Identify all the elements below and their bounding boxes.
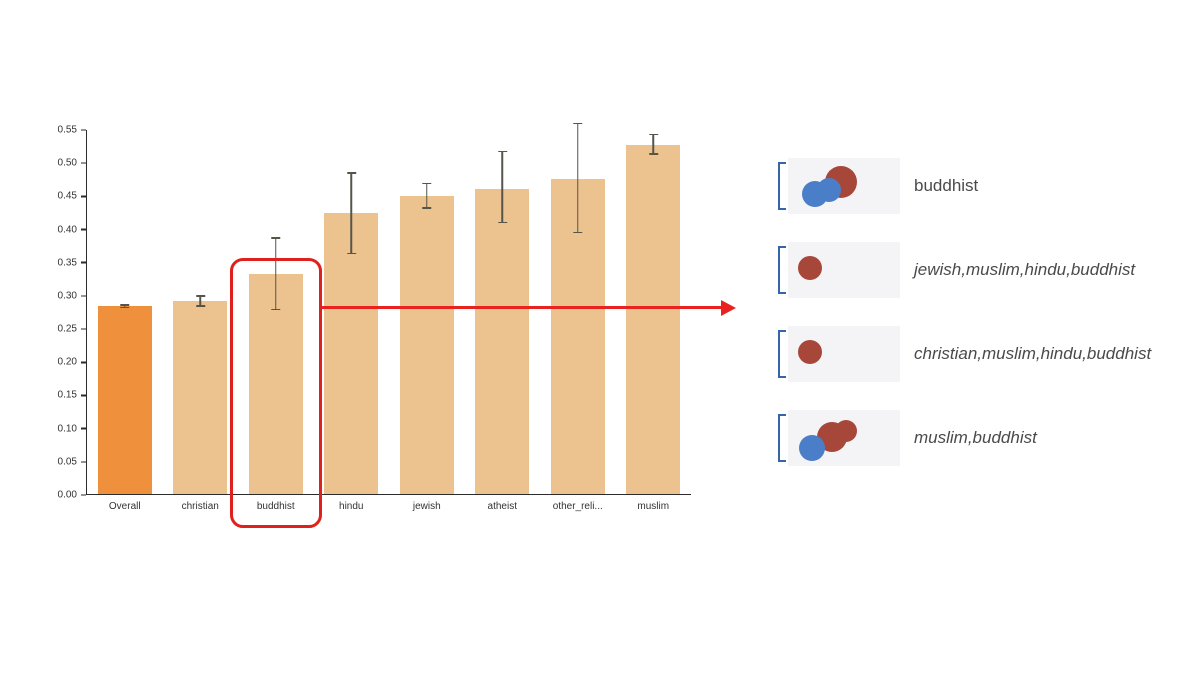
y-tick-mark xyxy=(81,261,86,264)
bracket-icon xyxy=(778,246,786,294)
y-tick-label: 0.10 xyxy=(57,423,77,435)
red-cluster-dot xyxy=(835,420,857,442)
x-tick-label-buddhist: buddhist xyxy=(256,501,295,512)
y-tick-label: 0.05 xyxy=(57,456,77,468)
cluster-thumbnail[interactable] xyxy=(788,326,900,382)
error-bar-buddhist xyxy=(272,237,279,311)
bar-jewish[interactable] xyxy=(399,196,454,494)
y-tick: 0.50 xyxy=(58,158,86,169)
cluster-row-2: christian,muslim,hindu,buddhist xyxy=(778,326,1151,382)
y-tick: 0.25 xyxy=(58,324,86,335)
error-bar-christian xyxy=(196,295,204,307)
x-tick-label-other-reli: other_reli... xyxy=(552,501,603,512)
cluster-label: jewish,muslim,hindu,buddhist xyxy=(914,260,1136,279)
bar-column-buddhist: buddhist xyxy=(230,130,322,528)
y-tick-mark xyxy=(81,494,86,496)
cluster-row-3: muslim,buddhist xyxy=(778,410,1151,466)
y-tick-mark xyxy=(81,394,86,397)
bar-column-christian: christian xyxy=(163,130,239,512)
y-tick-label: 0.40 xyxy=(57,224,77,236)
bar-overall[interactable] xyxy=(97,306,152,494)
x-tick-label-hindu: hindu xyxy=(339,501,364,512)
error-bar-muslim xyxy=(649,133,657,155)
bracket-icon xyxy=(778,414,786,462)
x-tick-label-jewish: jewish xyxy=(412,501,441,512)
bracket-icon xyxy=(778,162,786,210)
y-tick: 0.20 xyxy=(58,357,86,368)
x-tick-label-overall: Overall xyxy=(108,501,141,512)
cluster-label: muslim,buddhist xyxy=(914,428,1037,447)
bar-column-hindu: hindu xyxy=(314,130,390,512)
y-tick-label: 0.55 xyxy=(57,124,77,136)
y-tick-mark xyxy=(81,228,86,231)
y-tick: 0.10 xyxy=(58,423,86,434)
cluster-row-0: buddhist xyxy=(778,158,1151,214)
red-cluster-dot xyxy=(798,340,822,364)
y-tick-mark xyxy=(81,129,86,131)
cluster-panel: buddhist jewish,muslim,hindu,buddhist chri… xyxy=(778,158,1151,466)
highlight-arrow xyxy=(322,299,736,316)
y-tick-label: 0.35 xyxy=(57,257,77,269)
y-tick-mark xyxy=(81,195,86,198)
bracket-icon xyxy=(778,330,786,378)
bar-column-atheist: atheist xyxy=(465,130,541,512)
y-tick-mark xyxy=(81,461,86,463)
cluster-thumbnail[interactable] xyxy=(788,242,900,298)
y-tick-label: 0.00 xyxy=(57,489,77,501)
y-tick-label: 0.20 xyxy=(57,356,77,368)
error-bar-other-reli xyxy=(574,122,581,234)
y-tick-label: 0.30 xyxy=(57,290,77,302)
y-tick-label: 0.25 xyxy=(57,323,77,335)
y-tick: 0.40 xyxy=(58,224,86,235)
y-tick: 0.15 xyxy=(58,390,86,401)
red-cluster-dot xyxy=(798,256,822,280)
y-tick-mark xyxy=(81,427,86,430)
x-tick-label-atheist: atheist xyxy=(487,501,517,512)
x-tick-label-muslim: muslim xyxy=(637,501,670,512)
cluster-thumbnail[interactable] xyxy=(788,158,900,214)
y-tick-mark xyxy=(81,162,86,164)
y-tick-mark xyxy=(81,328,86,330)
y-tick: 0.55 xyxy=(58,125,86,136)
y-tick-mark xyxy=(81,361,86,364)
highlight-outline xyxy=(230,257,322,528)
bar-hindu[interactable] xyxy=(324,213,379,494)
y-axis-ticks: 0.00 0.05 0.10 0.15 0.20 0.25 0.30 0.35 0.40 0.45… xyxy=(38,125,86,501)
y-tick: 0.35 xyxy=(58,257,86,268)
cluster-label: christian,muslim,hindu,buddhist xyxy=(914,344,1152,363)
y-tick: 0.05 xyxy=(58,456,86,467)
y-tick: 0.00 xyxy=(58,490,86,501)
bar-buddhist[interactable] xyxy=(248,273,303,494)
bar-column-jewish: jewish xyxy=(389,130,465,512)
y-tick-mark xyxy=(81,295,86,297)
y-tick-label: 0.50 xyxy=(57,157,77,169)
error-bar-overall xyxy=(121,304,128,309)
x-tick-label-christian: christian xyxy=(181,501,219,512)
blue-cluster-dot xyxy=(817,178,841,202)
error-bar-atheist xyxy=(498,150,506,224)
bar-column-overall: Overall xyxy=(87,130,163,512)
plot-area: Overall christian buddhist hindu jewish athei… xyxy=(86,122,692,528)
bar-muslim[interactable] xyxy=(626,145,681,494)
y-tick: 0.30 xyxy=(58,290,86,301)
bar-column-other-reli: other_reli... xyxy=(540,122,616,512)
blue-cluster-dot xyxy=(799,435,825,461)
bar-chart: 0.00 0.05 0.10 0.15 0.20 0.25 0.30 0.35 0.40 0.45… xyxy=(38,122,692,528)
error-bar-jewish xyxy=(423,182,430,209)
y-tick: 0.45 xyxy=(58,191,86,202)
cluster-row-1: jewish,muslim,hindu,buddhist xyxy=(778,242,1151,298)
bars-area: Overall christian buddhist hindu jewish athei… xyxy=(87,122,692,528)
cluster-label: buddhist xyxy=(914,176,979,195)
bar-christian[interactable] xyxy=(173,301,228,494)
bar-column-muslim: muslim xyxy=(616,130,692,512)
bar-atheist[interactable] xyxy=(475,188,530,494)
error-bar-hindu xyxy=(347,172,355,255)
cluster-thumbnail[interactable] xyxy=(788,410,900,466)
y-tick-label: 0.45 xyxy=(57,190,77,202)
y-tick-label: 0.15 xyxy=(57,389,77,401)
